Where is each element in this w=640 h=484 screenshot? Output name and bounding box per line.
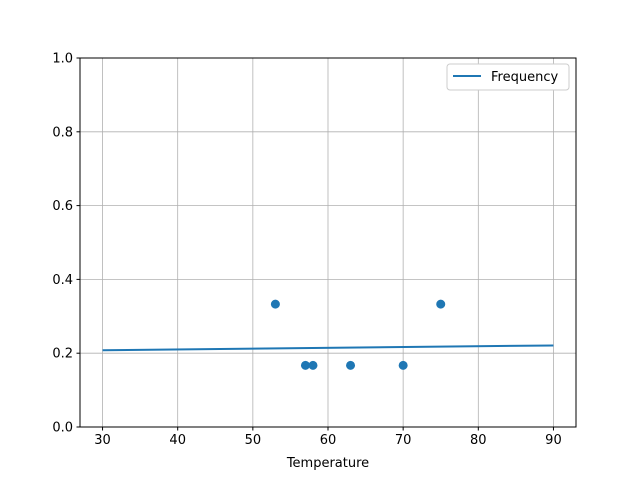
x-tick-label: 50 — [245, 433, 262, 448]
x-tick-label: 80 — [470, 433, 487, 448]
marks — [102, 299, 554, 370]
frequency-line — [102, 344, 554, 352]
scatter-point — [300, 360, 310, 370]
y-tick-label: 1.0 — [52, 52, 73, 67]
y-tick-label: 0.4 — [52, 273, 73, 288]
x-tick-label: 60 — [320, 433, 337, 448]
x-tick-label: 70 — [395, 433, 412, 448]
y-tick-label: 0.6 — [52, 199, 73, 214]
legend: Frequency — [446, 63, 570, 91]
x-tick-label: 90 — [545, 433, 562, 448]
ticks: 30 40 50 60 70 80 90 0.0 0.2 0.4 0.6 0.8 1.0 — [52, 52, 561, 449]
legend-box — [446, 63, 570, 91]
scatter-point — [270, 299, 280, 309]
y-tick-label: 0.2 — [52, 347, 73, 362]
legend-label: Frequency — [491, 70, 558, 85]
scatter-point — [436, 299, 446, 309]
scatter-point — [346, 360, 356, 370]
x-axis-label: Temperature — [286, 456, 369, 471]
x-tick-label: 30 — [94, 433, 111, 448]
scatter-point — [308, 360, 318, 370]
grid — [80, 57, 576, 428]
scatter-point — [398, 360, 408, 370]
x-tick-label: 40 — [169, 433, 186, 448]
y-tick-label: 0.0 — [52, 421, 73, 436]
y-tick-label: 0.8 — [52, 125, 73, 140]
